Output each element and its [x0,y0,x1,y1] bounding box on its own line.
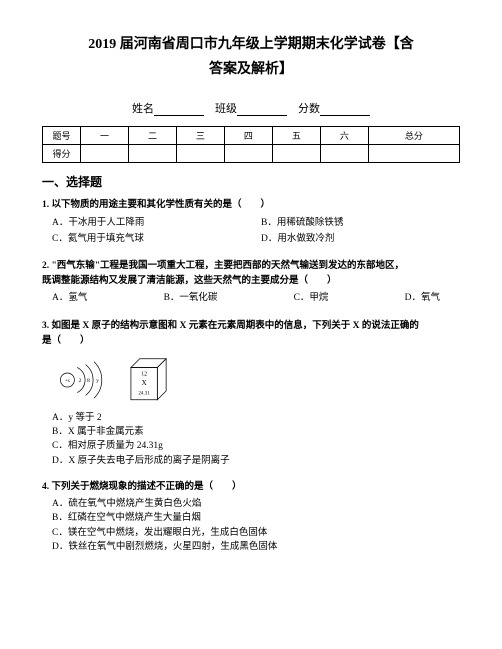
col-3: 三 [176,127,224,145]
question-1: 1. 以下物质的用途主要和其化学性质有关的是（ ） A．干冰用于人工降雨 B．用… [42,198,460,247]
question-4: 4. 下列关于燃烧现象的描述不正确的是（ ） A．硫在氧气中燃烧产生黄白色火焰 … [42,480,460,554]
atom-center: +x [65,379,71,384]
score-label: 分数 [298,100,320,116]
title-line-2: 答案及解析】 [42,57,460,82]
q4-opt-b: B．红磷在空气中燃烧产生大量白烟 [52,511,460,525]
question-3: 3. 如图是 X 原子的结构示意图和 X 元素在元素周期表中的信息，下列关于 X… [42,319,460,468]
atom-diagram: +x 2 8 y [52,358,108,402]
q1-options: A．干冰用于人工降雨 B．用稀硫酸除铁锈 C．氦气用于填充气球 D．用水做致冷剂 [52,216,460,247]
question-2: 2. "西气东输"工程是我国一项重大工程，主要把西部的天然气输送到发达的东部地区… [42,259,460,307]
q3-opt-c: C．相对原子质量为 24.31g [52,439,460,453]
class-blank [237,103,287,116]
q2-stem: 2. "西气东输"工程是我国一项重大工程，主要把西部的天然气输送到发达的东部地区… [42,259,460,289]
q3-options: A．y 等于 2 B．X 属于非金属元素 C．相对原子质量为 24.31g D．… [52,411,460,468]
q4-options: A．硫在氧气中燃烧产生黄白色火焰 B．红磷在空气中燃烧产生大量白烟 C．镁在空气… [52,497,460,554]
cube-num: 12 [141,371,147,377]
q2-stem-2: 既调整能源结构又发展了清洁能源，这些天然气的主要成分是（ ） [42,276,337,286]
col-6: 六 [320,127,368,145]
q2-opt-c: C．甲烷 [294,291,329,306]
q4-opt-a: A．硫在氧气中燃烧产生黄白色火焰 [52,497,460,511]
q3-stem-2: 是（ ） [42,336,90,346]
name-blank [154,103,204,116]
class-label: 班级 [215,100,237,116]
name-label: 姓名 [132,100,154,116]
q3-stem: 3. 如图是 X 原子的结构示意图和 X 元素在元素周期表中的信息，下列关于 X… [42,319,460,349]
q4-stem: 4. 下列关于燃烧现象的描述不正确的是（ ） [42,480,460,495]
q4-opt-c: C．镁在空气中燃烧，发出耀眼白光，生成白色固体 [52,526,460,540]
exam-title: 2019 届河南省周口市九年级上学期期末化学试卷【含 答案及解析】 [42,32,460,82]
q3-opt-a: A．y 等于 2 [52,411,460,425]
col-1: 一 [81,127,129,145]
atom-shell1: 2 [79,378,82,384]
col-total: 总分 [368,127,459,145]
atom-shell3: y [96,378,99,384]
q1-opt-b: B．用稀硫酸除铁锈 [261,216,460,231]
table-row: 得分 [43,145,460,163]
cube-symbol: X [141,378,147,387]
q3-figure: +x 2 8 y 12 X 24.31 [52,355,460,405]
q3-opt-b: B．X 属于非金属元素 [52,425,460,439]
q2-opt-d: D．氧气 [405,291,440,306]
q2-opt-b: B．一氧化碳 [164,291,218,306]
score-table: 题号 一 二 三 四 五 六 总分 得分 [42,126,460,163]
title-line-1: 2019 届河南省周口市九年级上学期期末化学试卷【含 [42,32,460,57]
q2-opt-a: A．氢气 [52,291,87,306]
col-4: 四 [224,127,272,145]
q4-opt-d: D．铁丝在氧气中剧烈燃烧，火星四射，生成黑色固体 [52,540,460,554]
q2-options: A．氢气 B．一氧化碳 C．甲烷 D．氧气 [52,291,460,306]
score-blank [320,103,370,116]
row-header: 题号 [43,127,81,145]
col-5: 五 [272,127,320,145]
table-row: 题号 一 二 三 四 五 六 总分 [43,127,460,145]
atom-shell2: 8 [87,378,90,384]
element-cube: 12 X 24.31 [128,355,172,405]
score-row-header: 得分 [43,145,81,163]
section-1-header: 一、选择题 [42,173,460,190]
col-2: 二 [128,127,176,145]
cube-mass: 24.31 [138,391,150,397]
q3-opt-d: D．X 原子失去电子后形成的离子是阴离子 [52,454,460,468]
q1-stem: 1. 以下物质的用途主要和其化学性质有关的是（ ） [42,198,460,213]
q2-stem-1: 2. "西气东输"工程是我国一项重大工程，主要把西部的天然气输送到发达的东部地区… [42,261,404,271]
q1-opt-d: D．用水做致冷剂 [261,232,460,247]
q3-stem-1: 3. 如图是 X 原子的结构示意图和 X 元素在元素周期表中的信息，下列关于 X… [42,321,419,331]
student-info: 姓名 班级 分数 [42,100,460,116]
q1-opt-a: A．干冰用于人工降雨 [52,216,251,231]
q1-opt-c: C．氦气用于填充气球 [52,232,251,247]
